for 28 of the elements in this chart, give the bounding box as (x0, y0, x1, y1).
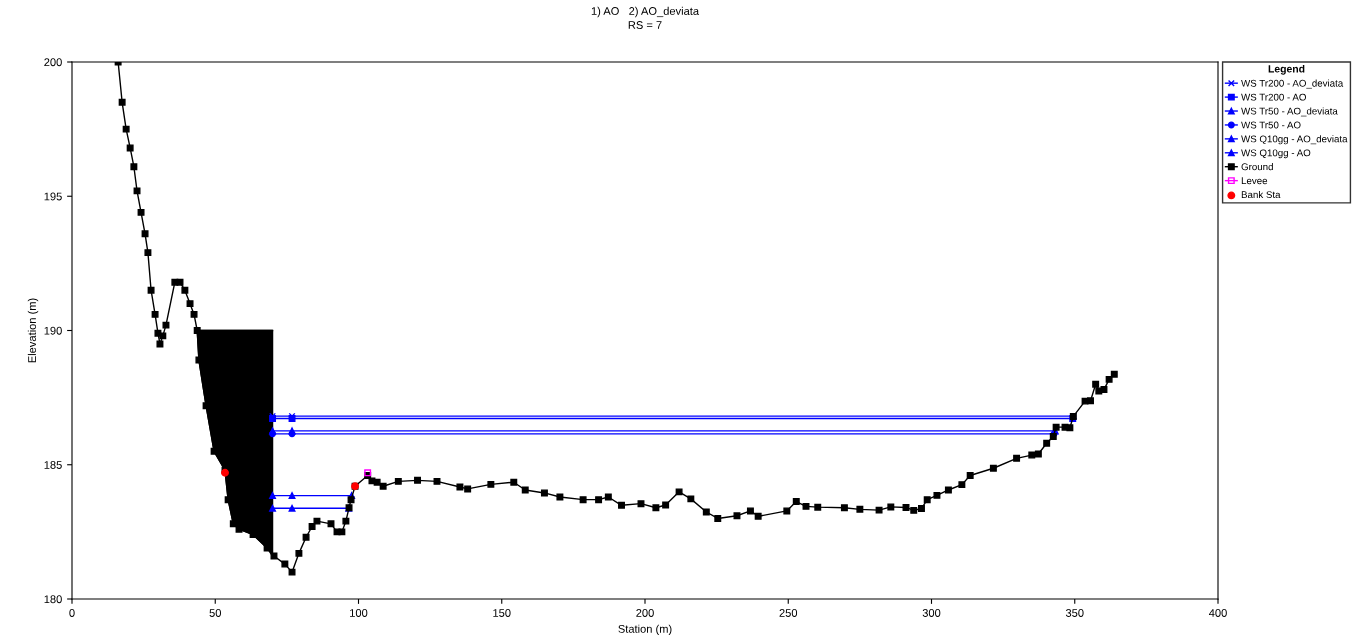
x-tick-label: 50 (209, 609, 221, 617)
x-tick-label: 350 (1065, 609, 1084, 617)
x-axis-title: Station (m) (618, 624, 672, 635)
legend-label: WS Tr200 - AO (1241, 93, 1306, 101)
x-tick-label: 300 (922, 609, 941, 617)
legend-label: Levee (1241, 177, 1268, 185)
x-tick-label: 0 (69, 609, 75, 617)
legend-title: Legend (1268, 64, 1305, 75)
legend-label: Ground (1241, 163, 1273, 171)
y-tick-label: 180 (44, 595, 62, 604)
chart-title: 1) AO 2) AO_deviata (591, 6, 700, 18)
y-tick-label: 200 (44, 58, 62, 67)
legend-label: WS Tr200 - AO_deviata (1241, 79, 1344, 89)
x-tick-label: 250 (779, 609, 798, 617)
chart-subtitle: RS = 7 (628, 21, 662, 29)
x-tick-label: 150 (493, 609, 511, 617)
legend-label: WS Tr50 - AO_deviata (1241, 107, 1338, 117)
legend-label: WS Q10gg - AO_deviata (1241, 135, 1348, 145)
y-tick-label: 195 (44, 192, 62, 201)
legend-label: WS Tr50 - AO (1241, 121, 1301, 129)
y-tick-label: 190 (44, 326, 62, 335)
y-tick-label: 185 (44, 461, 62, 469)
x-tick-label: 100 (350, 609, 368, 617)
y-axis-title: Elevation (m) (27, 298, 39, 363)
legend-label: Bank Sta (1241, 190, 1281, 199)
x-tick-label: 400 (1208, 609, 1227, 617)
legend-label: WS Q10gg - AO (1241, 149, 1311, 159)
x-tick-label: 200 (636, 609, 654, 617)
